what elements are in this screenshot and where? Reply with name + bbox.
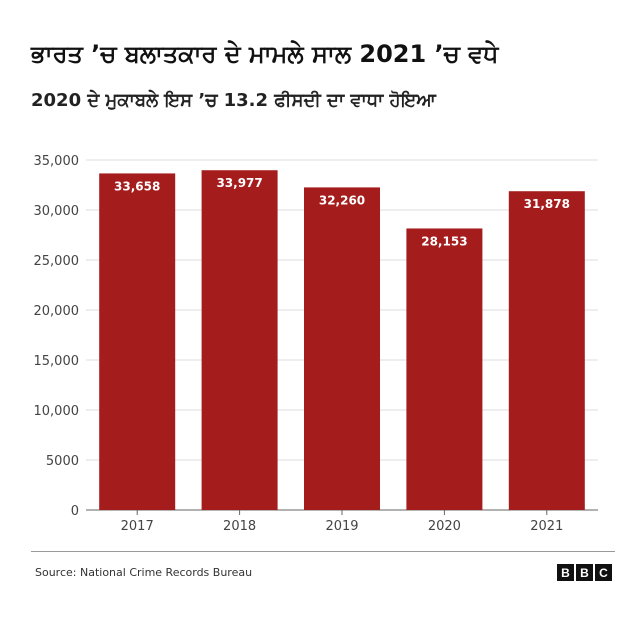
x-tick-label: 2021: [530, 519, 563, 534]
bar: [304, 187, 380, 510]
x-tick-label: 2020: [428, 519, 461, 534]
bar: [508, 191, 585, 510]
logo-letter: B: [576, 564, 593, 581]
bar-value-label: 33,977: [216, 176, 262, 190]
bar: [201, 170, 278, 511]
bbc-logo: B B C: [557, 564, 612, 581]
bar-value-label: 32,260: [319, 193, 365, 207]
y-tick-label: 0: [71, 504, 79, 519]
y-tick-label: 10,000: [34, 404, 80, 419]
bar-value-label: 31,878: [524, 197, 570, 211]
y-tick-label: 25,000: [34, 254, 80, 269]
y-tick-label: 30,000: [34, 204, 80, 219]
bar: [406, 228, 483, 510]
bar-value-label: 33,658: [114, 179, 160, 193]
x-axis-ticks: 2017 2018 2019 2020 2021: [121, 510, 563, 534]
y-tick-label: 5000: [46, 454, 79, 469]
chart-title: ਭਾਰਤ ’ਚ ਬਲਾਤਕਾਰ ਦੇ ਮਾਮਲੇ ਸਾਲ 2021 ’ਚ ਵਧੇ: [31, 40, 499, 68]
bar-value-label: 28,153: [421, 234, 467, 248]
x-tick-label: 2017: [121, 519, 154, 534]
footer-divider: [31, 551, 615, 552]
y-axis-ticks: 0 5000 10,000 15,000 20,000 25,000 30,000 35,00…: [34, 154, 80, 519]
logo-letter: C: [595, 564, 612, 581]
bar: [99, 173, 176, 511]
data-labels: 33,658 33,977 32,260 28,153 31,878: [114, 176, 570, 248]
x-tick-label: 2019: [325, 519, 358, 534]
chart-subtitle: 2020 ਦੇ ਮੁਕਾਬਲੇ ਇਸ ’ਚ 13.2 ਫੀਸਦੀ ਦਾ ਵਾਧਾ…: [31, 90, 436, 111]
y-tick-label: 35,000: [34, 154, 80, 169]
source-note: Source: National Crime Records Bureau: [35, 566, 253, 579]
logo-letter: B: [557, 564, 574, 581]
bars: [99, 170, 585, 511]
bar-chart: 0 5000 10,000 15,000 20,000 25,000 30,000 35,00…: [34, 154, 598, 534]
y-tick-label: 20,000: [34, 304, 80, 319]
y-tick-label: 15,000: [34, 354, 80, 369]
x-tick-label: 2018: [223, 519, 256, 534]
